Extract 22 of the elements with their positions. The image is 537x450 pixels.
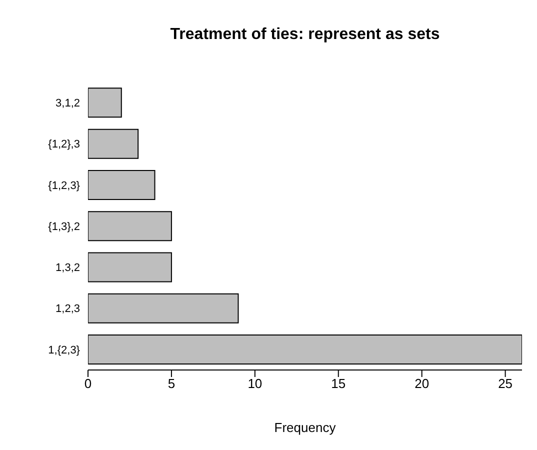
bar xyxy=(88,334,522,365)
x-tick-label: 5 xyxy=(168,376,176,392)
y-tick-label: 3,1,2 xyxy=(56,97,80,110)
y-tick-label: {1,2},3 xyxy=(48,138,80,151)
chart-title: Treatment of ties: represent as sets xyxy=(169,26,441,44)
y-tick-label: 1,3,2 xyxy=(56,262,80,274)
x-tick-label: 25 xyxy=(498,376,513,392)
x-tick-label: 20 xyxy=(414,376,430,392)
y-tick-label: {1,2,3} xyxy=(48,180,80,192)
x-axis-title: Frequency xyxy=(274,420,336,435)
x-tick-label: 0 xyxy=(84,376,92,392)
x-tick-label: 15 xyxy=(331,376,346,392)
y-tick-label: {1,3},2 xyxy=(48,220,80,233)
bar xyxy=(88,293,239,324)
bar xyxy=(88,211,172,242)
bar xyxy=(88,128,139,159)
y-tick-label: 1,2,3 xyxy=(56,303,80,316)
y-tick-label: 1,{2,3} xyxy=(48,344,80,356)
bar xyxy=(88,170,156,200)
x-tick-label: 10 xyxy=(248,376,262,392)
bar xyxy=(88,252,172,282)
bar xyxy=(88,88,122,118)
